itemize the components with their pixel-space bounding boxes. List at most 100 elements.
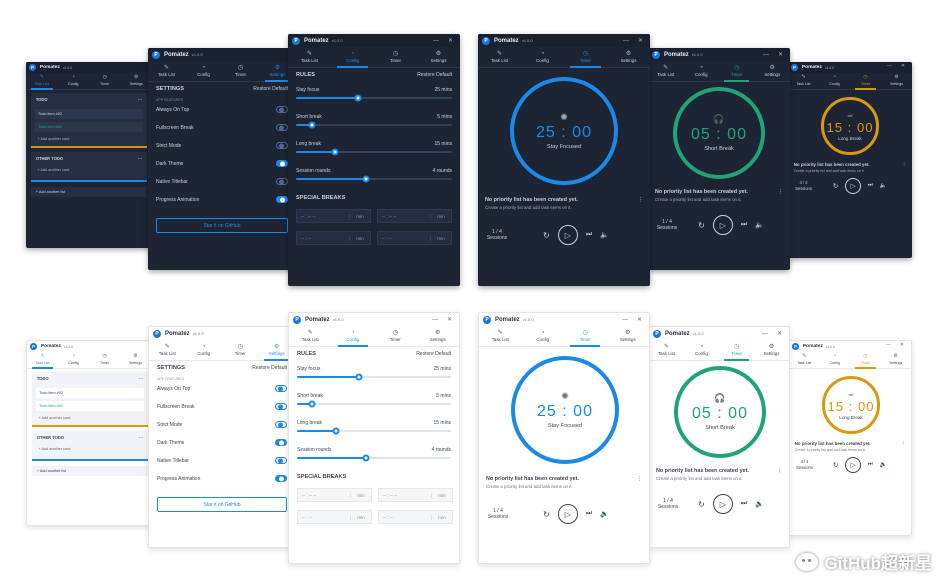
- restore-default-button[interactable]: Restore Default: [416, 351, 451, 357]
- setting-native-titlebar[interactable]: Native Titlebar: [157, 457, 287, 464]
- tab-settings[interactable]: ⚙ Settings: [121, 73, 153, 89]
- setting-dark-theme[interactable]: Dark Theme: [156, 160, 288, 167]
- duration-field[interactable]: min: [430, 213, 451, 219]
- special-break-input[interactable]: -- : -- min: [377, 231, 452, 245]
- setting-toggle[interactable]: [276, 142, 288, 149]
- tab-timer[interactable]: ◷ Timer: [222, 61, 259, 81]
- slider-knob[interactable]: [355, 373, 363, 381]
- setting-dark-theme[interactable]: Dark Theme: [157, 439, 287, 446]
- play-button[interactable]: ▷: [844, 177, 862, 194]
- list-menu-button[interactable]: ···: [139, 376, 144, 382]
- reset-button[interactable]: ↻: [543, 230, 550, 240]
- close-button[interactable]: ✕: [446, 316, 452, 323]
- reset-button[interactable]: ↻: [698, 220, 705, 230]
- duration-field[interactable]: min: [430, 235, 451, 241]
- special-break-input[interactable]: -- : -- -- min: [378, 488, 453, 502]
- tab-settings[interactable]: ⚙ Settings: [417, 326, 460, 346]
- notice-menu-button[interactable]: ⋮: [776, 468, 782, 474]
- list-menu-button[interactable]: ···: [138, 97, 143, 103]
- skip-button[interactable]: ⏭: [585, 231, 593, 238]
- tab-task-list[interactable]: ✎ Task List: [26, 73, 58, 90]
- skip-button[interactable]: ⏭: [740, 221, 748, 228]
- skip-button[interactable]: ⏭: [740, 500, 748, 507]
- setting-toggle[interactable]: [275, 457, 287, 464]
- tab-config[interactable]: ◔ Config: [58, 352, 89, 368]
- tab-timer[interactable]: ◷ Timer: [89, 73, 121, 89]
- time-field[interactable]: -- : --: [301, 235, 311, 241]
- task-card[interactable]: Todo item #01: [35, 121, 143, 133]
- tab-settings[interactable]: ⚙ Settings: [754, 340, 789, 360]
- tab-task-list[interactable]: ✎ Task List: [478, 47, 521, 67]
- minimize-button[interactable]: —: [621, 316, 628, 323]
- tab-timer[interactable]: ◷ Timer: [374, 326, 417, 346]
- setting-progress-animation[interactable]: Progress Animation: [156, 196, 288, 203]
- tab-task-list[interactable]: ✎ Task List: [288, 47, 331, 67]
- duration-field[interactable]: min: [350, 514, 371, 520]
- task-card[interactable]: Todo item #02: [35, 108, 143, 120]
- close-button[interactable]: ✕: [899, 343, 904, 349]
- skip-button[interactable]: ⏭: [585, 510, 593, 517]
- setting-toggle[interactable]: [276, 160, 288, 167]
- task-card[interactable]: Todo item #02: [36, 387, 144, 399]
- star-on-github-button[interactable]: Star it on GitHub: [156, 218, 288, 233]
- rule-slider[interactable]: [296, 94, 452, 102]
- special-break-input[interactable]: -- : -- min: [297, 510, 372, 524]
- skip-button[interactable]: ⏭: [867, 182, 874, 189]
- reset-button[interactable]: ↻: [832, 461, 839, 469]
- notice-menu-button[interactable]: ⋮: [900, 440, 906, 446]
- restore-default-button[interactable]: Restore Default: [253, 86, 288, 92]
- tab-config[interactable]: ◔ Config: [521, 47, 564, 67]
- close-button[interactable]: ✕: [900, 64, 905, 70]
- duration-field[interactable]: min: [431, 492, 452, 498]
- setting-always-on-top[interactable]: Always On Top: [156, 106, 288, 113]
- tab-task-list[interactable]: ✎ Task List: [649, 340, 684, 360]
- tab-config[interactable]: ◔ Config: [58, 73, 90, 89]
- notice-menu-button[interactable]: ⋮: [777, 189, 783, 195]
- tab-timer[interactable]: ◷ Timer: [850, 73, 881, 90]
- tab-task-list[interactable]: ✎ Task List: [149, 340, 186, 360]
- tab-task-list[interactable]: ✎ Task List: [289, 326, 332, 346]
- time-field[interactable]: -- : -- --: [301, 213, 316, 219]
- restore-default-button[interactable]: Restore Default: [417, 72, 452, 78]
- setting-progress-animation[interactable]: Progress Animation: [157, 475, 287, 482]
- setting-always-on-top[interactable]: Always On Top: [157, 385, 287, 392]
- tab-task-list[interactable]: ✎ Task List: [479, 326, 522, 346]
- close-button[interactable]: ✕: [636, 316, 642, 323]
- tab-timer[interactable]: ◷ Timer: [719, 340, 754, 361]
- close-button[interactable]: ✕: [777, 51, 783, 58]
- slider-knob[interactable]: [362, 175, 370, 183]
- special-break-input[interactable]: -- : -- -- min: [296, 209, 371, 223]
- add-card-button[interactable]: + Add another card: [38, 446, 71, 451]
- minimize-button[interactable]: —: [762, 51, 769, 58]
- setting-toggle[interactable]: [276, 124, 288, 131]
- volume-button[interactable]: 🔈: [755, 501, 764, 508]
- slider-knob[interactable]: [308, 400, 316, 408]
- star-on-github-button[interactable]: Star it on GitHub: [157, 497, 287, 512]
- setting-toggle[interactable]: [275, 421, 287, 428]
- minimize-button[interactable]: —: [622, 37, 629, 44]
- add-card-button[interactable]: + Add another card: [38, 416, 71, 421]
- special-break-input[interactable]: -- : -- -- min: [377, 209, 452, 223]
- tab-config[interactable]: ◔ Config: [186, 340, 223, 360]
- time-field[interactable]: -- : --: [302, 514, 312, 520]
- play-button[interactable]: ▷: [844, 456, 862, 473]
- task-card[interactable]: Todo item #01: [36, 400, 144, 412]
- tab-settings[interactable]: ⚙ Settings: [881, 352, 912, 368]
- tab-timer[interactable]: ◷ Timer: [222, 340, 259, 360]
- tab-task-list[interactable]: ✎ Task List: [789, 352, 820, 368]
- tab-task-list[interactable]: ✎ Task List: [27, 352, 58, 369]
- tab-timer[interactable]: ◷ Timer: [374, 47, 417, 67]
- slider-knob[interactable]: [332, 427, 339, 435]
- setting-native-titlebar[interactable]: Native Titlebar: [156, 178, 288, 185]
- time-field[interactable]: -- : --: [383, 514, 393, 520]
- setting-toggle[interactable]: [276, 196, 288, 203]
- volume-button[interactable]: 🔈: [879, 461, 887, 468]
- setting-toggle[interactable]: [275, 403, 287, 410]
- setting-toggle[interactable]: [276, 178, 288, 185]
- notice-menu-button[interactable]: ⋮: [636, 476, 642, 482]
- setting-toggle[interactable]: [275, 475, 287, 482]
- close-button[interactable]: ✕: [637, 37, 643, 44]
- duration-field[interactable]: min: [431, 514, 452, 520]
- list-menu-button[interactable]: ···: [138, 156, 143, 162]
- list-menu-button[interactable]: ···: [139, 435, 144, 441]
